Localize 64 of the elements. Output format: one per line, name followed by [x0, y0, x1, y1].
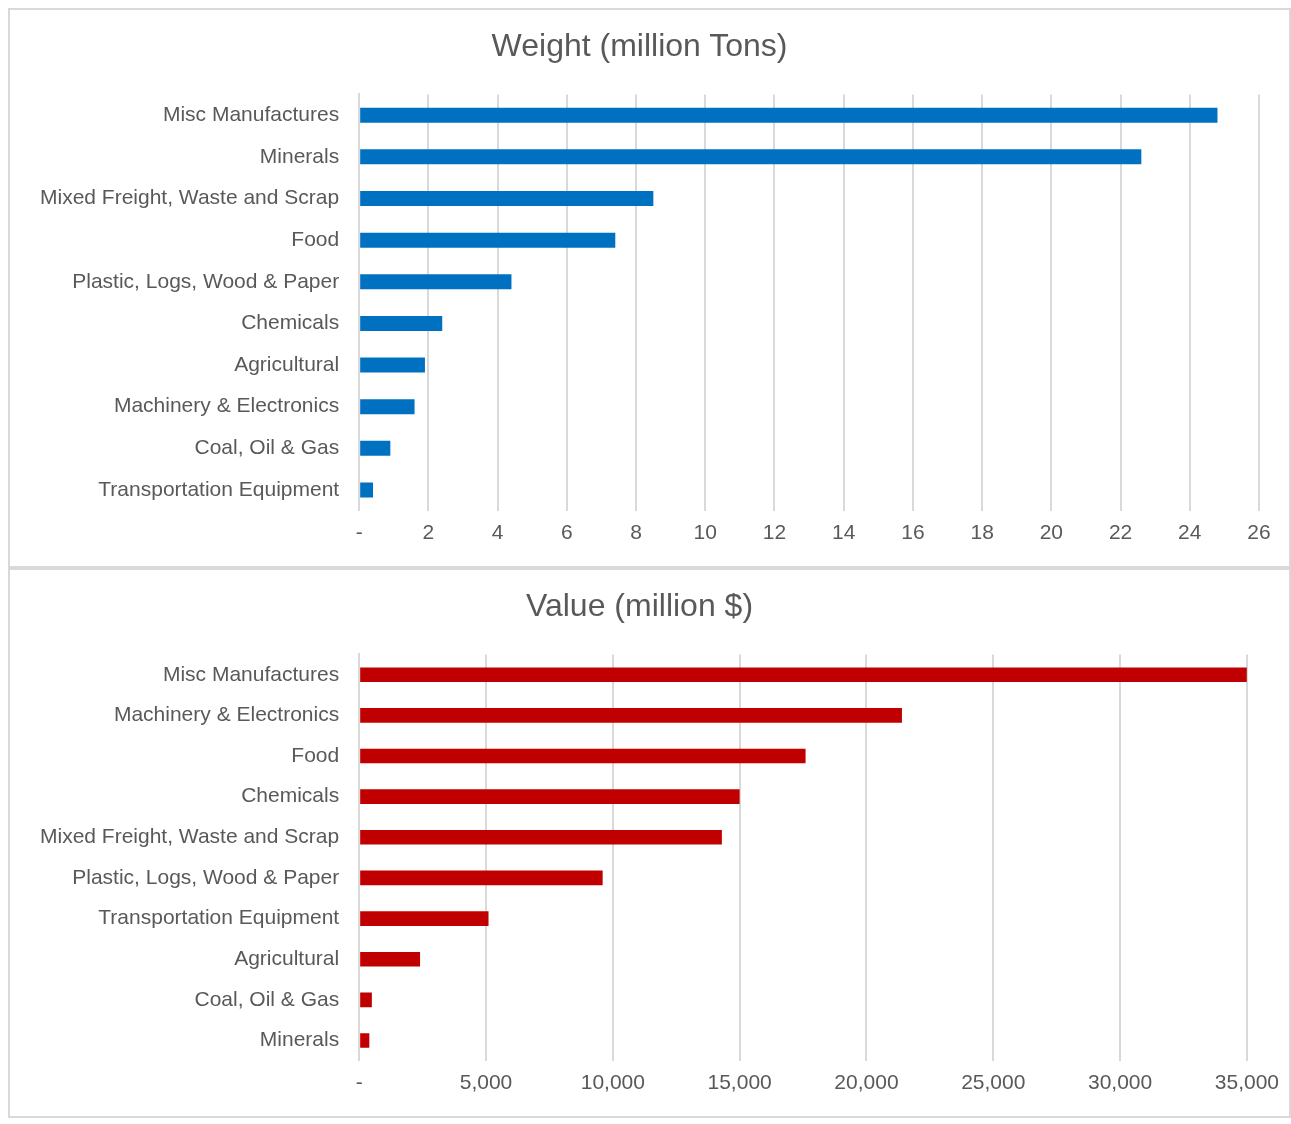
- x-tick-label: 26: [1247, 520, 1271, 544]
- bar: [360, 399, 415, 415]
- x-tick-label: 10: [693, 520, 717, 544]
- x-tick-label: 14: [832, 520, 856, 544]
- y-tick-label: Food: [291, 742, 340, 766]
- bar: [360, 149, 1142, 165]
- bar: [360, 482, 374, 498]
- x-tick-label: 8: [630, 520, 642, 544]
- x-tick-label: 18: [970, 520, 994, 544]
- bar: [360, 440, 391, 456]
- y-tick-label: Transportation Equipment: [98, 905, 340, 929]
- bar: [360, 951, 421, 967]
- x-tick-label: 5,000: [459, 1070, 513, 1094]
- y-tick-label: Mixed Freight, Waste and Scrap: [39, 185, 340, 209]
- x-tick-label: 30,000: [1087, 1070, 1153, 1094]
- bar: [360, 870, 603, 886]
- y-tick-label: Plastic, Logs, Wood & Paper: [72, 268, 340, 292]
- x-tick-label: 24: [1178, 520, 1202, 544]
- y-tick-label: Agricultural: [234, 351, 340, 375]
- bar: [360, 107, 1218, 123]
- bar: [360, 667, 1247, 683]
- bar: [360, 789, 740, 804]
- y-tick-label: Chemicals: [241, 783, 340, 807]
- y-tick-label: Mixed Freight, Waste and Scrap: [39, 824, 340, 848]
- chart-title: Value (million $): [525, 587, 754, 624]
- y-tick-label: Minerals: [259, 1027, 340, 1051]
- x-tick-label: -: [355, 1070, 363, 1094]
- y-tick-label: Coal, Oil & Gas: [194, 986, 340, 1010]
- x-tick-label: -: [355, 520, 363, 544]
- x-tick-label: 15,000: [707, 1070, 772, 1094]
- x-tick-label: 4: [491, 520, 504, 544]
- y-tick-label: Machinery & Electronics: [113, 393, 340, 417]
- bar: [360, 992, 372, 1008]
- bar: [360, 748, 806, 764]
- y-tick-label: Misc Manufactures: [162, 661, 340, 685]
- y-tick-label: Agricultural: [234, 946, 340, 969]
- bar: [360, 357, 425, 373]
- x-tick-label: 22: [1108, 520, 1133, 544]
- bar: [360, 191, 654, 206]
- bar: [360, 911, 489, 926]
- x-tick-label: 10,000: [580, 1070, 645, 1094]
- bar: [360, 708, 902, 723]
- x-tick-label: 35,000: [1214, 1070, 1279, 1094]
- y-tick-label: Food: [291, 226, 340, 250]
- y-tick-label: Minerals: [259, 143, 340, 167]
- y-tick-label: Machinery & Electronics: [113, 702, 340, 726]
- bar: [360, 274, 512, 290]
- x-tick-label: 2: [422, 520, 435, 544]
- x-tick-label: 12: [762, 520, 787, 544]
- x-tick-label: 16: [901, 520, 925, 544]
- x-tick-label: 20: [1039, 520, 1064, 544]
- x-tick-label: 20,000: [834, 1070, 899, 1094]
- bar: [360, 315, 443, 331]
- x-tick-label: 25,000: [961, 1070, 1026, 1094]
- bar: [360, 1033, 370, 1048]
- y-tick-label: Transportation Equipment: [98, 476, 340, 500]
- x-tick-label: 6: [560, 520, 573, 544]
- y-tick-label: Plastic, Logs, Wood & Paper: [72, 864, 340, 888]
- bar: [360, 232, 616, 248]
- y-tick-label: Misc Manufactures: [162, 102, 340, 126]
- y-tick-label: Chemicals: [241, 310, 340, 334]
- y-tick-label: Coal, Oil & Gas: [194, 435, 340, 459]
- bar: [360, 829, 722, 845]
- chart-title: Weight (million Tons): [491, 27, 788, 64]
